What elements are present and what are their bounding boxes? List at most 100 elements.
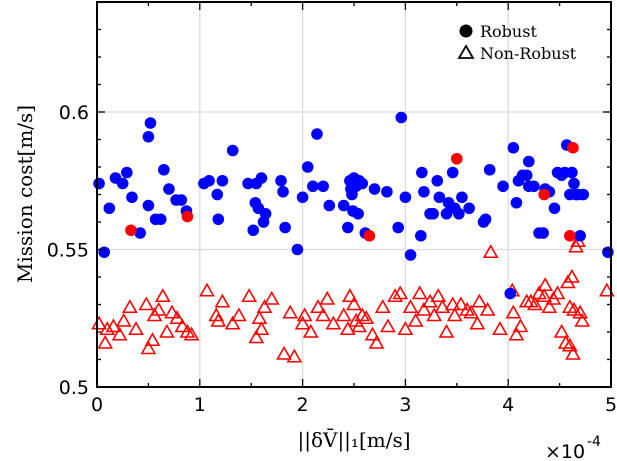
x-axis-multiplier: ×10 -4 [545, 434, 601, 461]
legend-nonrobust-label: Non-Robust [480, 44, 577, 63]
data-point-triangle [138, 296, 155, 311]
data-point-circle [311, 128, 323, 140]
data-point-triangle [536, 288, 553, 303]
tick-labels: 0 1 2 3 4 5 0.5 0.55 0.6 [47, 102, 617, 416]
data-point-triangle [91, 315, 107, 330]
data-point-triangle [453, 296, 469, 311]
data-point-circle [275, 174, 287, 187]
x-tick-label: 3 [399, 394, 411, 416]
data-point-circle [291, 243, 304, 256]
data-point-triangle [434, 299, 451, 314]
data-point-triangle [438, 323, 455, 338]
data-point-triangle [296, 307, 313, 322]
data-point-triangle [253, 321, 270, 336]
data-point-triangle [565, 345, 581, 360]
data-point-circle [399, 191, 412, 204]
data-point-circle [577, 188, 590, 201]
data-point-triangle [241, 288, 258, 303]
data-point-circle [216, 174, 229, 187]
data-point-triangle [351, 318, 368, 333]
data-point-circle [301, 161, 314, 173]
data-point-circle [323, 199, 336, 212]
data-point-triangle [159, 323, 175, 338]
data-point-circle [121, 166, 133, 179]
data-point-circle [404, 249, 417, 261]
data-point-triangle [482, 244, 499, 259]
data-point-circle [307, 180, 319, 193]
data-point-circle [277, 185, 289, 198]
data-point-triangle [471, 293, 488, 308]
data-point-circle [522, 155, 535, 168]
data-point-triangle [310, 299, 326, 314]
data-point-circle [548, 202, 561, 215]
data-point-triangle [387, 288, 403, 303]
data-point-triangle [111, 326, 128, 341]
data-point-triangle [342, 288, 358, 303]
data-point-circle [392, 221, 405, 234]
data-point-circle [93, 177, 105, 190]
data-point-circle [211, 188, 224, 201]
x-tick-label: 4 [502, 394, 514, 416]
data-point-triangle [302, 323, 319, 338]
data-point-circle [431, 174, 444, 187]
data-point-circle [451, 152, 463, 165]
data-point-triangle [164, 304, 180, 319]
data-point-triangle [444, 296, 461, 311]
data-point-triangle [319, 290, 336, 305]
data-point-triangle [276, 345, 292, 360]
data-point-triangle [479, 301, 496, 316]
data-point-circle [381, 185, 393, 198]
data-point-triangle [358, 310, 375, 325]
y-tick-label: 0.55 [47, 240, 89, 262]
data-point-triangle [564, 268, 580, 283]
data-point-triangle [115, 312, 132, 327]
data-point-circle [416, 166, 428, 179]
y-tick-label: 0.6 [59, 102, 89, 124]
data-point-triangle [150, 301, 167, 316]
data-point-circle [142, 130, 155, 143]
data-point-triangle [335, 307, 352, 322]
data-point-triangle [174, 318, 191, 333]
data-point-circle [116, 177, 129, 190]
data-point-circle [181, 210, 194, 223]
data-point-triangle [248, 329, 265, 344]
data-point-circle [259, 207, 272, 220]
data-point-triangle [210, 312, 227, 327]
data-point-circle [507, 141, 520, 154]
data-point-circle [247, 224, 260, 237]
data-point-triangle [402, 299, 419, 314]
data-point-triangle [392, 285, 409, 300]
data-point-triangle [122, 299, 138, 314]
x-axis-label: ||δV̄||₁[m/s] [297, 427, 410, 453]
data-point-circle [528, 180, 540, 193]
data-point-circle [154, 213, 167, 226]
data-point-triangle [169, 310, 186, 325]
data-point-circle [103, 202, 116, 215]
data-point-circle [479, 213, 492, 226]
data-point-triangle [407, 312, 424, 327]
data-point-triangle [199, 282, 215, 297]
data-point-circle [98, 246, 110, 259]
data-point-triangle [183, 326, 200, 341]
data-point-triangle [426, 307, 443, 322]
data-point-circle [255, 172, 268, 184]
x-tick-label: 5 [605, 394, 617, 416]
legend-nonrobust-marker [457, 44, 475, 59]
x-multiplier-exponent: -4 [587, 434, 601, 450]
legend-robust-label: Robust [480, 22, 537, 41]
data-point-triangle [553, 323, 570, 338]
data-point-triangle [325, 315, 342, 330]
data-point-circle [520, 169, 533, 182]
data-point-circle [418, 185, 430, 198]
x-tick-label: 2 [297, 394, 309, 416]
y-axis-label: Mission cost[m/s] [13, 105, 37, 283]
data-point-circle [144, 117, 157, 129]
data-point-circle [142, 199, 155, 212]
data-point-circle [203, 174, 215, 187]
data-point-circle [483, 163, 496, 176]
data-point-circle [363, 229, 376, 242]
legend-robust-marker [459, 24, 473, 38]
data-point-circle [433, 191, 446, 204]
data-point-triangle [416, 301, 432, 316]
